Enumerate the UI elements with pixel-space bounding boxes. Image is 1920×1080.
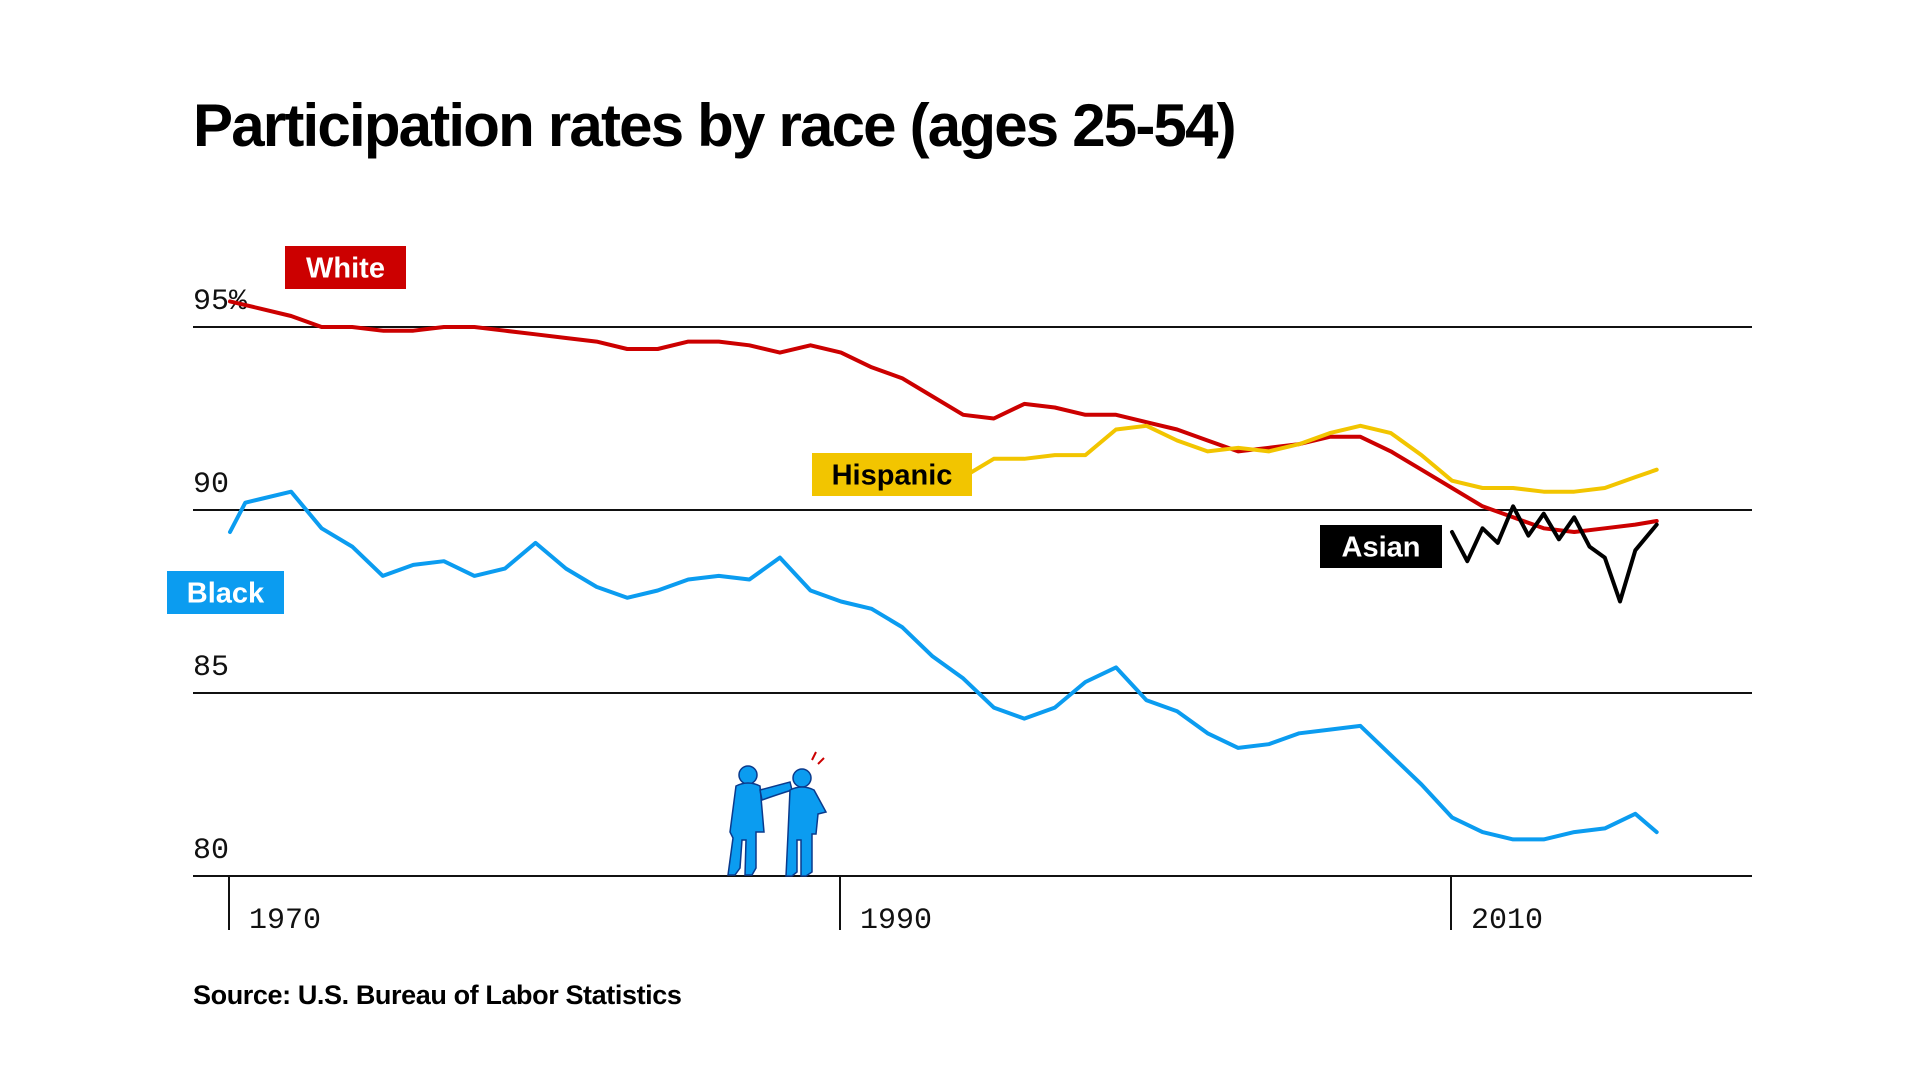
x-tick-label: 1970 (249, 904, 321, 938)
series-label-black: Black (167, 571, 284, 614)
series-line-white (228, 299, 1659, 534)
series-label-text: White (306, 253, 385, 285)
y-tick-label: 85 (193, 651, 229, 685)
person-left (727, 765, 793, 876)
series-label-text: Hispanic (832, 460, 953, 492)
y-tick-label: 80 (193, 834, 229, 868)
person-right (785, 751, 828, 877)
x-axis-ticks: 1970 1990 2010 (228, 876, 1543, 938)
series-label-bg (1320, 525, 1442, 568)
series-line-black (228, 489, 1659, 842)
series-lines (228, 299, 1659, 842)
y-tick-label: 90 (193, 468, 229, 502)
series-label-text: Asian (1342, 532, 1421, 564)
source-note: Source: U.S. Bureau of Labor Statistics (193, 980, 682, 1010)
series-labels: White Hispanic Asian Black (167, 246, 1442, 614)
series-label-hispanic: Hispanic (812, 453, 972, 496)
x-tick-label: 2010 (1471, 904, 1543, 938)
series-label-asian: Asian (1320, 525, 1442, 568)
chart-title: Participation rates by race (ages 25-54) (193, 92, 1237, 159)
series-label-white: White (285, 246, 406, 289)
series-label-bg (167, 571, 284, 614)
series-label-text: Black (187, 578, 265, 610)
series-label-bg (285, 246, 406, 289)
two-people-illustration (727, 751, 828, 877)
series-line-hispanic (936, 423, 1659, 494)
x-tick-label: 1990 (860, 904, 932, 938)
series-label-bg (812, 453, 972, 496)
series-line-asian (1450, 504, 1659, 604)
gridlines (193, 326, 1752, 877)
